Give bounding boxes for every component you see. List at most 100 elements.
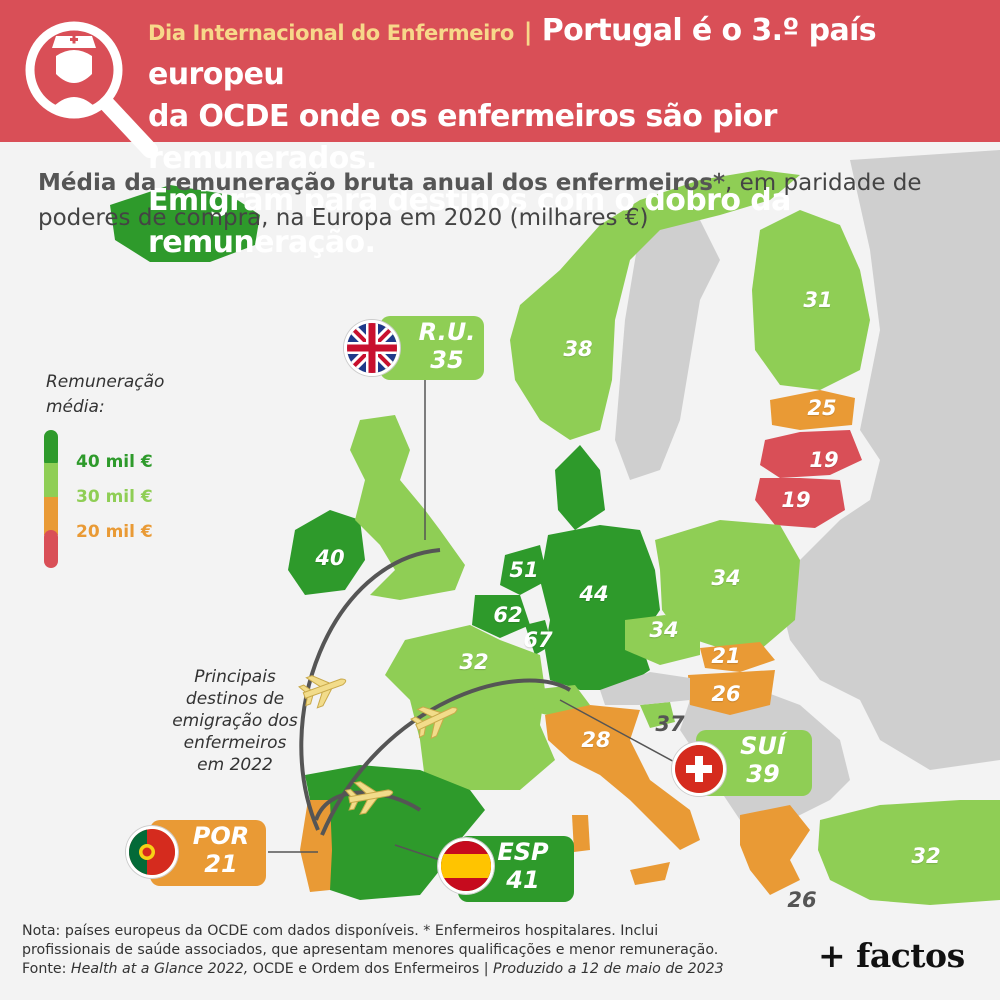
value-germany: 44 [579, 582, 609, 606]
header-text: Dia Internacional do Enfermeiro | Portug… [148, 10, 993, 264]
map-slovenia [640, 702, 675, 728]
value-poland: 34 [711, 566, 741, 590]
value-slovakia: 21 [711, 644, 741, 668]
header-banner: Dia Internacional do Enfermeiro | Portug… [0, 0, 1000, 260]
brand-logo: + factos [818, 936, 965, 975]
value-slovenia: 37 [655, 712, 685, 736]
emigration-arc-spain [314, 790, 422, 821]
value-greece: 26 [787, 888, 817, 912]
value-norway: 38 [563, 337, 593, 361]
value-netherlands: 51 [509, 558, 539, 582]
value-hungary: 26 [711, 682, 741, 706]
map-non-oecd-sweden [615, 220, 720, 480]
value-latvia: 19 [809, 448, 839, 472]
emigration-note-line-1: Principais [194, 667, 276, 687]
legend-label-20: 20 mil € [76, 522, 153, 542]
callout-por-value: 21 [204, 850, 238, 878]
switzerland-flag-icon [672, 742, 726, 796]
map-luxembourg [525, 620, 552, 655]
headline-line-2: da OCDE onde os enfermeiros são pior rem… [148, 99, 777, 176]
map-slovakia [700, 642, 775, 672]
map-poland [655, 520, 800, 650]
emigration-arc-switzerland [320, 678, 572, 836]
map-iceland [110, 185, 260, 262]
footer-line-2: profissionais de saúde associados, que a… [22, 942, 719, 958]
airplane-icon [344, 781, 394, 815]
map-ireland [288, 510, 365, 595]
emigration-note-line-3: emigração dos [172, 711, 298, 731]
callout-sui-code: SUÍ [740, 732, 786, 760]
connector-sui [559, 699, 681, 766]
legend-title-line-1: Remuneração [46, 372, 165, 392]
map-sicily [630, 862, 670, 885]
value-finland: 31 [803, 288, 833, 312]
map-france [385, 625, 555, 790]
value-lithuania: 19 [781, 488, 811, 512]
callout-sui-value: 39 [746, 760, 780, 788]
legend-color-bar [44, 430, 58, 568]
value-france: 32 [459, 650, 489, 674]
map-czechia [625, 615, 700, 665]
map-denmark [555, 445, 605, 530]
portugal-flag-icon [126, 826, 178, 878]
map-austria [600, 672, 690, 705]
callout-uk-code: R.U. [418, 318, 476, 346]
subtitle-rest-1: , em paridade de [725, 170, 922, 196]
subtitle: Média da remuneração bruta anual dos enf… [38, 166, 938, 236]
uk-flag-icon [344, 320, 400, 376]
value-turkey: 32 [911, 844, 941, 868]
legend-title: Remuneração média: [46, 370, 164, 420]
emigration-note-line-5: em 2022 [197, 755, 273, 775]
map-germany [540, 525, 660, 690]
subtitle-rest-2: poderes de compra, na Europa em 2020 (mi… [38, 205, 649, 231]
subtitle-bold: Média da remuneração bruta anual dos enf… [38, 170, 726, 196]
map-estonia [770, 390, 855, 430]
callout-por-code: POR [192, 822, 250, 850]
value-italy: 28 [581, 728, 611, 752]
connector-esp [394, 844, 441, 861]
airplane-icon [298, 675, 347, 709]
footer-line-1: Nota: países europeus da OCDE com dados … [22, 923, 659, 939]
callout-esp-code: ESP [497, 838, 549, 866]
map-greece [740, 805, 810, 895]
value-estonia: 25 [807, 396, 837, 420]
emigration-note: Principais destinos de emigração dos enf… [160, 666, 310, 776]
map-norway [510, 170, 800, 440]
value-czechia: 34 [649, 618, 679, 642]
map-portugal [300, 800, 332, 892]
footer-source-label: Fonte: [22, 961, 71, 977]
callout-esp-value: 41 [506, 866, 540, 894]
legend-label-30: 30 mil € [76, 487, 153, 507]
header-kicker: Dia Internacional do Enfermeiro [148, 21, 514, 45]
legend-title-line-2: média: [46, 397, 105, 417]
nurse-magnifier-icon [25, 21, 158, 158]
spain-flag-icon [438, 838, 494, 894]
footer-source-rest: OCDE e Ordem dos Enfermeiros | [248, 961, 494, 977]
map-lithuania [755, 478, 845, 528]
map-hungary [688, 670, 775, 715]
emigration-note-line-4: enfermeiros [183, 733, 287, 753]
map-netherlands [500, 545, 548, 595]
callout-uk-value: 35 [430, 346, 464, 374]
map-turkey [818, 800, 1000, 905]
footer-note: Nota: países europeus da OCDE com dados … [22, 922, 822, 979]
map-finland [752, 210, 870, 390]
footer-produced-date: Produzido a 12 de maio de 2023 [493, 961, 724, 977]
map-sardinia [572, 815, 590, 852]
airplane-icon [410, 706, 458, 740]
headline-line-3: Emigram para destinos com o dobro da rem… [148, 183, 791, 260]
legend-label-40: 40 mil € [76, 452, 153, 472]
map-belgium [472, 595, 530, 638]
header-separator: | [523, 18, 533, 46]
map-uk [350, 415, 465, 600]
emigration-arc-uk [299, 548, 441, 831]
map-non-oecd-east [780, 150, 1000, 770]
map-latvia [760, 430, 862, 478]
headline-line-1: Portugal é o 3.º país europeu [148, 13, 877, 92]
emigration-note-line-2: destinos de [185, 689, 285, 709]
value-ireland: 40 [315, 546, 345, 570]
value-luxembourg: 67 [523, 628, 553, 652]
map-italy [545, 705, 700, 850]
footer-source-title: Health at a Glance 2022, [70, 961, 249, 977]
